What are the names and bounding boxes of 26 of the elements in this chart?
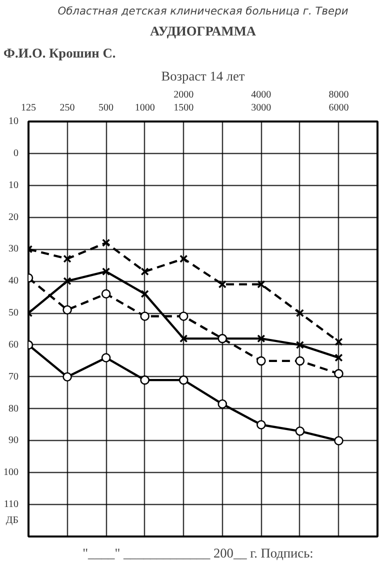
text: "____" _____________ 200__ г. Подпись: (82, 546, 314, 560)
x-tick-label: 2000 1500 (174, 89, 194, 114)
y-tick-label: 100 (4, 467, 18, 478)
x-tick-label: 8000 6000 (328, 89, 349, 114)
chart-title: Областная детская клиническая больница г. Твери (58, 4, 348, 18)
y-tick-label: 20 (8, 212, 18, 223)
y-tick-label: 90 (8, 435, 18, 446)
x-tick-label: 4000 3000 (251, 89, 272, 114)
y-tick-label: 40 (8, 276, 18, 287)
y-tick-label: 80 (8, 403, 18, 414)
y-tick-label: 70 (8, 371, 18, 382)
y-tick-label: 10 (8, 116, 18, 127)
y-tick-label: 50 (8, 308, 18, 319)
y-tick-label: 10 (8, 180, 18, 191)
chart-subtitle: АУДИОГРАММА (150, 24, 256, 38)
y-axis-title: ДБ (6, 515, 19, 526)
y-tick-label: 0 (14, 148, 18, 159)
x-tick-label: 500 (98, 102, 114, 114)
y-tick-label: 60 (8, 339, 18, 350)
x-tick-label: 1000 (134, 102, 155, 114)
text: Возраст 14 лет (161, 68, 245, 84)
text: Ф.И.О. Крошин С. (4, 46, 116, 60)
x-tick-label: 125 (21, 102, 36, 114)
y-tick-label: 110 (4, 499, 19, 510)
y-tick-label: 30 (8, 244, 18, 255)
x-tick-label: 250 (60, 102, 75, 114)
